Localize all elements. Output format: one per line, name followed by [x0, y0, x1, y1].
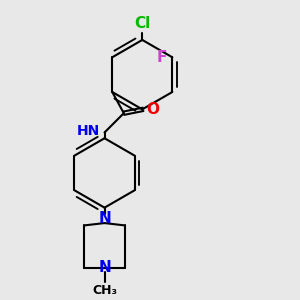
Text: Cl: Cl: [134, 16, 150, 31]
Text: F: F: [156, 50, 167, 65]
Text: N: N: [98, 260, 111, 275]
Text: N: N: [98, 211, 111, 226]
Text: O: O: [146, 102, 159, 117]
Text: HN: HN: [77, 124, 100, 137]
Text: CH₃: CH₃: [92, 284, 117, 297]
